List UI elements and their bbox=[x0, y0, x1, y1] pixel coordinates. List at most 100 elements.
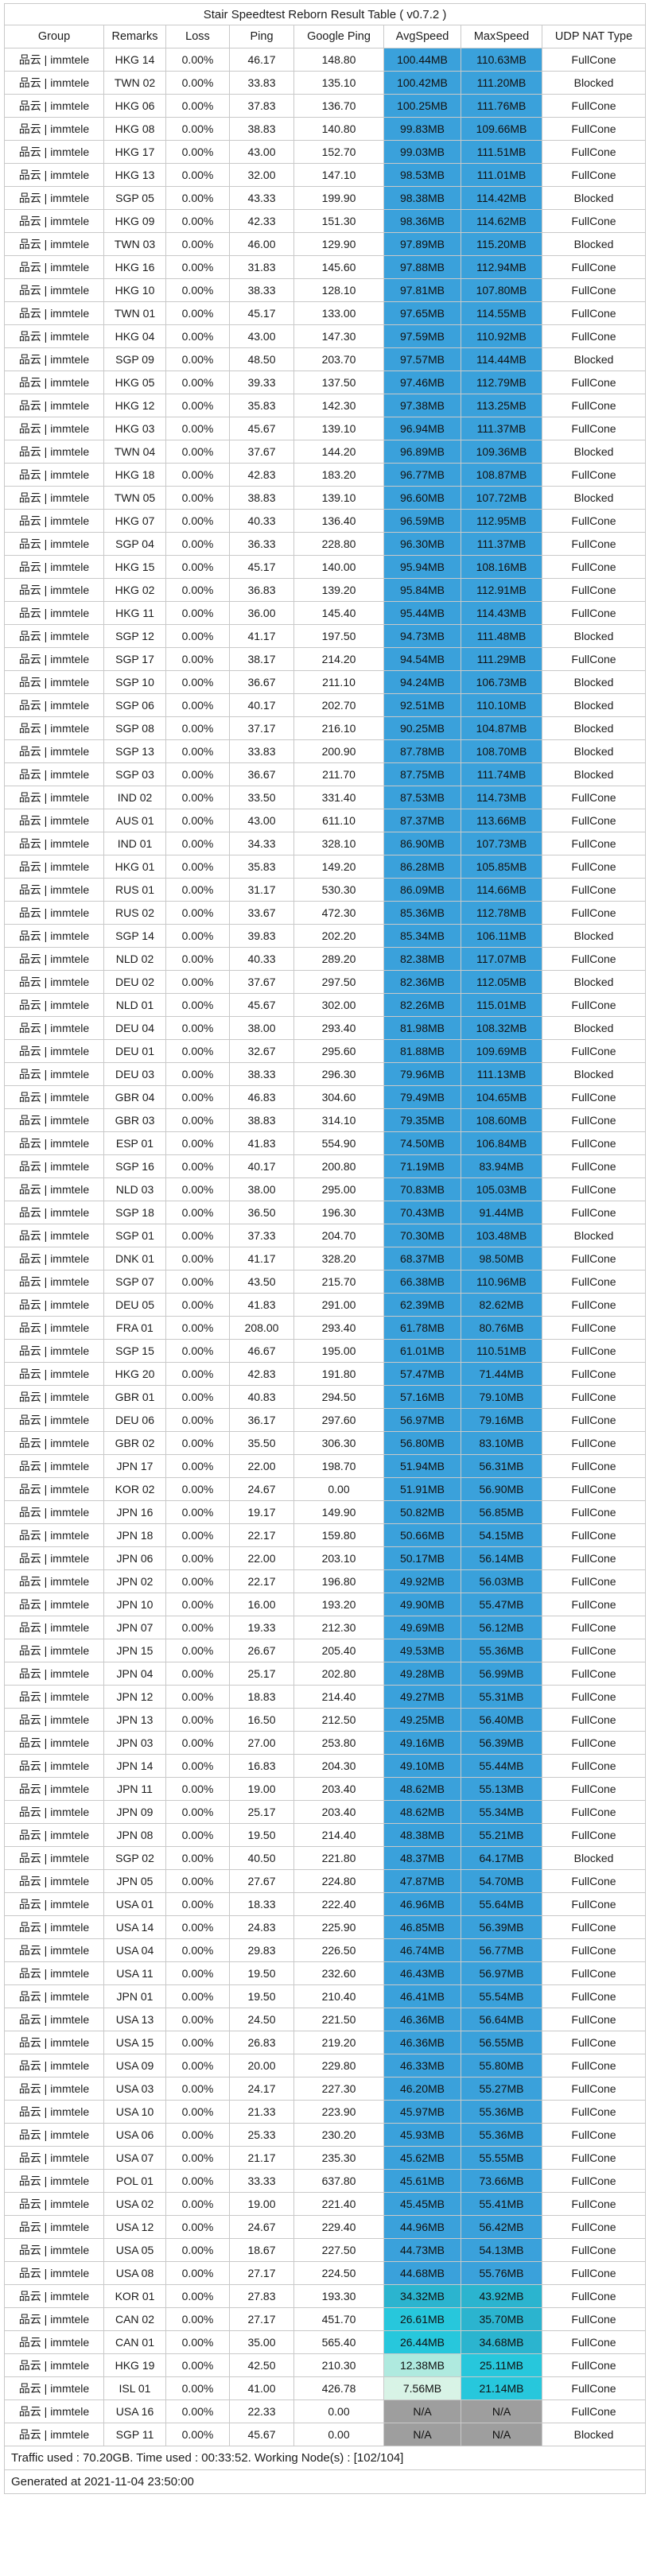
group-cell: 品云 | immtele bbox=[4, 2423, 104, 2446]
maxspeed-cell: 115.01MB bbox=[461, 993, 542, 1017]
loss-cell: 0.00% bbox=[165, 1500, 230, 1524]
maxspeed-cell: 112.95MB bbox=[461, 509, 542, 533]
loss-cell: 0.00% bbox=[165, 1108, 230, 1132]
loss-cell: 0.00% bbox=[165, 1869, 230, 1893]
udp-nat-type-cell: FullCone bbox=[541, 1454, 647, 1478]
avgspeed-cell: 46.85MB bbox=[383, 1915, 461, 1939]
loss-cell: 0.00% bbox=[165, 2330, 230, 2354]
table-row: 品云 | immtele HKG 13 0.00% 32.00 147.10 98.53M… bbox=[4, 163, 647, 187]
loss-cell: 0.00% bbox=[165, 1984, 230, 2008]
maxspeed-cell: 55.80MB bbox=[461, 2054, 542, 2077]
table-row: 品云 | immtele HKG 19 0.00% 42.50 210.30 12.38M… bbox=[4, 2353, 647, 2377]
google-ping-cell: 224.50 bbox=[293, 2261, 384, 2285]
ping-cell: 42.33 bbox=[229, 209, 294, 233]
ping-cell: 35.83 bbox=[229, 855, 294, 879]
table-row: 品云 | immtele JPN 14 0.00% 16.83 204.30 49.10M… bbox=[4, 1754, 647, 1778]
udp-nat-type-cell: FullCone bbox=[541, 1869, 647, 1893]
udp-nat-type-cell: Blocked bbox=[541, 186, 647, 210]
avgspeed-cell: 70.83MB bbox=[383, 1177, 461, 1201]
udp-nat-type-cell: FullCone bbox=[541, 1777, 647, 1801]
group-cell: 品云 | immtele bbox=[4, 2376, 104, 2400]
ping-cell: 37.83 bbox=[229, 94, 294, 118]
group-cell: 品云 | immtele bbox=[4, 1708, 104, 1732]
table-row: 品云 | immtele POL 01 0.00% 33.33 637.80 45.61M… bbox=[4, 2169, 647, 2193]
google-ping-cell: 230.20 bbox=[293, 2123, 384, 2147]
google-ping-cell: 221.40 bbox=[293, 2192, 384, 2216]
udp-nat-type-cell: FullCone bbox=[541, 2215, 647, 2239]
maxspeed-cell: 54.70MB bbox=[461, 1869, 542, 1893]
group-cell: 品云 | immtele bbox=[4, 2100, 104, 2124]
google-ping-cell: 129.90 bbox=[293, 232, 384, 256]
table-row: 品云 | immtele RUS 02 0.00% 33.67 472.30 85.36M… bbox=[4, 901, 647, 925]
remarks-cell: SGP 03 bbox=[103, 762, 166, 786]
group-cell: 品云 | immtele bbox=[4, 809, 104, 832]
avgspeed-cell: 45.61MB bbox=[383, 2169, 461, 2193]
loss-cell: 0.00% bbox=[165, 578, 230, 602]
google-ping-cell: 204.70 bbox=[293, 1224, 384, 1247]
google-ping-cell: 306.30 bbox=[293, 1431, 384, 1455]
maxspeed-cell: 117.07MB bbox=[461, 947, 542, 971]
maxspeed-cell: 109.66MB bbox=[461, 117, 542, 141]
avgspeed-cell: N/A bbox=[383, 2399, 461, 2423]
table-row: 品云 | immtele SGP 15 0.00% 46.67 195.00 61.01M… bbox=[4, 1339, 647, 1363]
avgspeed-cell: 79.49MB bbox=[383, 1085, 461, 1109]
maxspeed-cell: 111.13MB bbox=[461, 1062, 542, 1086]
google-ping-cell: 196.80 bbox=[293, 1569, 384, 1593]
ping-cell: 22.00 bbox=[229, 1454, 294, 1478]
google-ping-cell: 297.60 bbox=[293, 1408, 384, 1432]
ping-cell: 45.67 bbox=[229, 2423, 294, 2446]
table-row: 品云 | immtele CAN 02 0.00% 27.17 451.70 26.61M… bbox=[4, 2307, 647, 2331]
avgspeed-cell: 90.25MB bbox=[383, 716, 461, 740]
title-row: Stair Speedtest Reborn Result Table ( v0… bbox=[3, 3, 647, 25]
maxspeed-cell: 108.32MB bbox=[461, 1016, 542, 1040]
maxspeed-cell: 107.72MB bbox=[461, 486, 542, 510]
table-row: 品云 | immtele DEU 04 0.00% 38.00 293.40 81.98M… bbox=[4, 1016, 647, 1040]
loss-cell: 0.00% bbox=[165, 186, 230, 210]
avgspeed-cell: 49.27MB bbox=[383, 1685, 461, 1709]
udp-nat-type-cell: FullCone bbox=[541, 278, 647, 302]
group-cell: 品云 | immtele bbox=[4, 601, 104, 625]
group-cell: 品云 | immtele bbox=[4, 1293, 104, 1317]
ping-cell: 36.17 bbox=[229, 1408, 294, 1432]
avgspeed-cell: 34.32MB bbox=[383, 2284, 461, 2308]
google-ping-cell: 227.50 bbox=[293, 2238, 384, 2262]
google-ping-cell: 530.30 bbox=[293, 878, 384, 902]
avgspeed-cell: 49.69MB bbox=[383, 1616, 461, 1639]
google-ping-cell: 328.10 bbox=[293, 832, 384, 855]
udp-nat-type-cell: FullCone bbox=[541, 394, 647, 417]
remarks-cell: USA 16 bbox=[103, 2399, 166, 2423]
remarks-cell: JPN 08 bbox=[103, 1823, 166, 1847]
ping-cell: 36.67 bbox=[229, 670, 294, 694]
google-ping-cell: 203.70 bbox=[293, 347, 384, 371]
loss-cell: 0.00% bbox=[165, 1270, 230, 1294]
udp-nat-type-cell: Blocked bbox=[541, 71, 647, 95]
maxspeed-cell: 112.78MB bbox=[461, 901, 542, 925]
table-row: 品云 | immtele DEU 06 0.00% 36.17 297.60 56.97M… bbox=[4, 1408, 647, 1432]
google-ping-cell: 451.70 bbox=[293, 2307, 384, 2331]
avgspeed-cell: 94.24MB bbox=[383, 670, 461, 694]
remarks-cell: GBR 02 bbox=[103, 1431, 166, 1455]
maxspeed-cell: 110.96MB bbox=[461, 1270, 542, 1294]
google-ping-cell: 135.10 bbox=[293, 71, 384, 95]
ping-cell: 33.67 bbox=[229, 901, 294, 925]
group-cell: 品云 | immtele bbox=[4, 1800, 104, 1824]
udp-nat-type-cell: Blocked bbox=[541, 1846, 647, 1870]
loss-cell: 0.00% bbox=[165, 2077, 230, 2101]
remarks-cell: HKG 03 bbox=[103, 417, 166, 440]
table-row: 品云 | immtele USA 08 0.00% 27.17 224.50 44.68M… bbox=[4, 2261, 647, 2285]
table-row: 品云 | immtele SGP 03 0.00% 36.67 211.70 87.75M… bbox=[4, 762, 647, 786]
udp-nat-type-cell: FullCone bbox=[541, 832, 647, 855]
udp-nat-type-cell: FullCone bbox=[541, 855, 647, 879]
loss-cell: 0.00% bbox=[165, 1201, 230, 1224]
group-cell: 品云 | immtele bbox=[4, 947, 104, 971]
ping-cell: 25.17 bbox=[229, 1662, 294, 1686]
google-ping-cell: 159.80 bbox=[293, 1523, 384, 1547]
ping-cell: 45.17 bbox=[229, 555, 294, 579]
table-row: 品云 | immtele ESP 01 0.00% 41.83 554.90 74.50M… bbox=[4, 1131, 647, 1155]
table-row: 品云 | immtele SGP 02 0.00% 40.50 221.80 48.37M… bbox=[4, 1846, 647, 1870]
remarks-cell: USA 08 bbox=[103, 2261, 166, 2285]
maxspeed-cell: 79.16MB bbox=[461, 1408, 542, 1432]
ping-cell: 21.17 bbox=[229, 2146, 294, 2170]
google-ping-cell: 203.10 bbox=[293, 1546, 384, 1570]
udp-nat-type-cell: FullCone bbox=[541, 2054, 647, 2077]
